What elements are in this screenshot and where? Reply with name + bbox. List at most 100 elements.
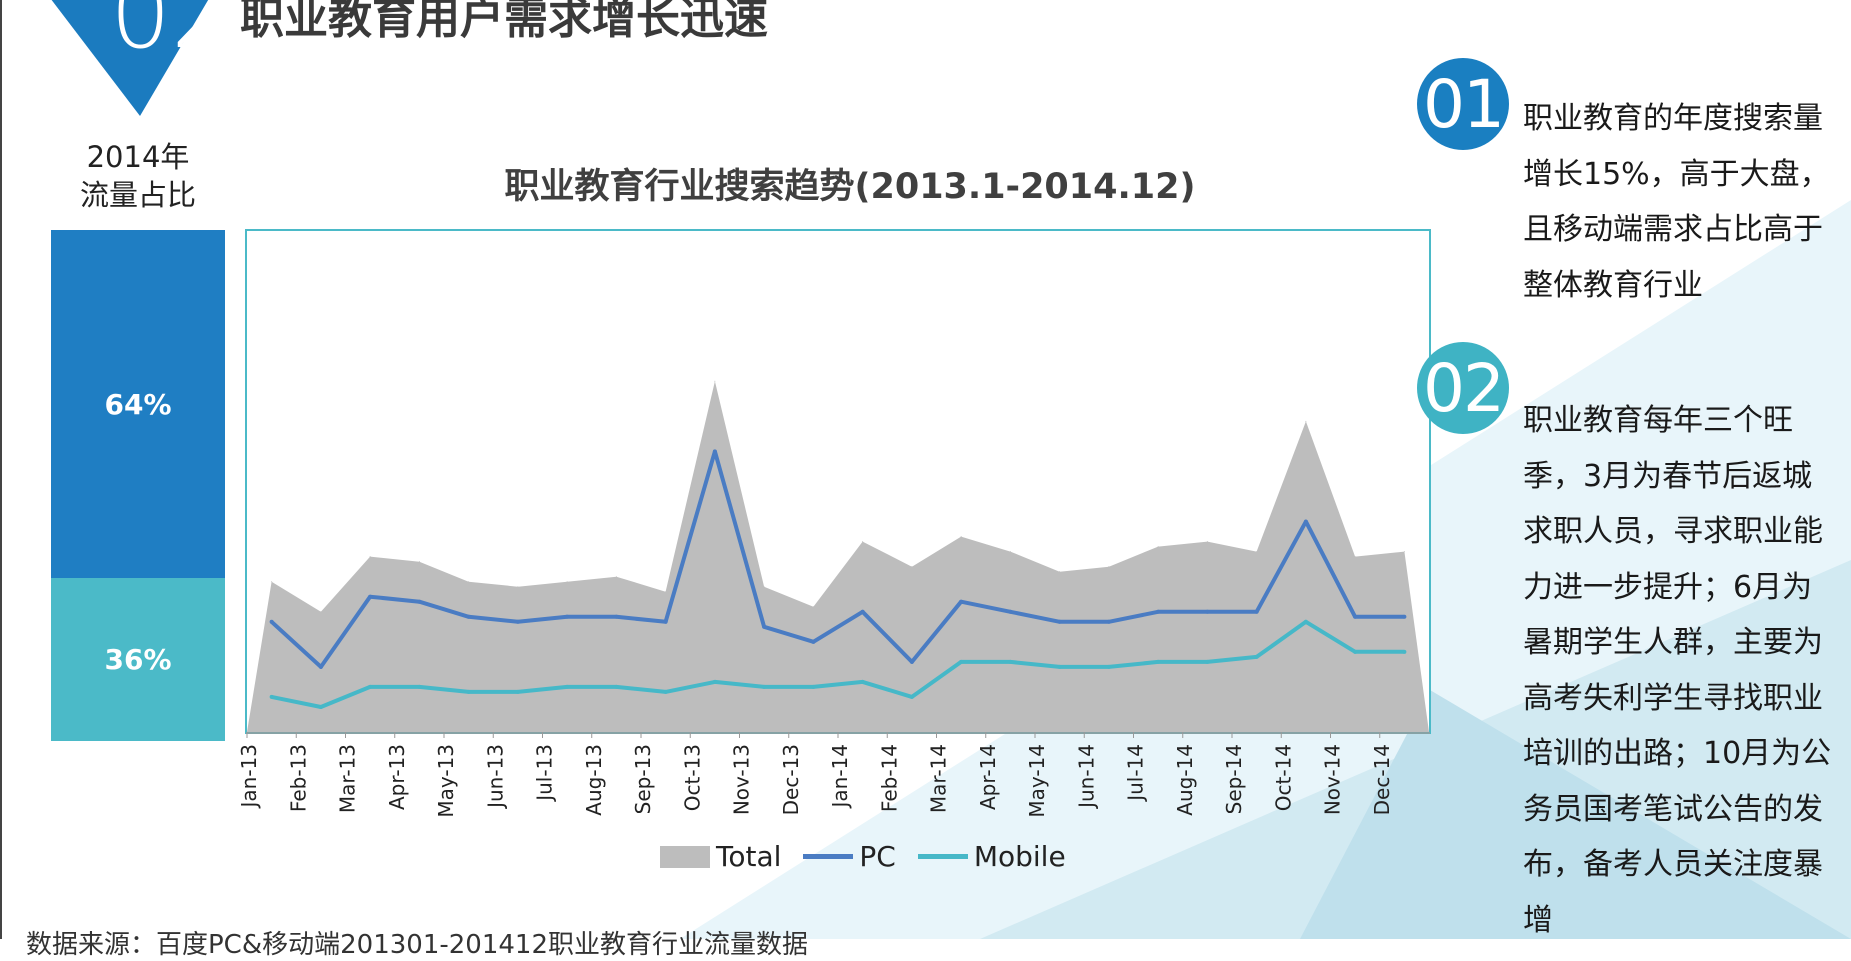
series-total-area [247, 381, 1429, 732]
legend-label-total: Total [716, 840, 782, 873]
x-tick-label: Nov-14 [1321, 744, 1345, 815]
series-total-point [369, 556, 371, 558]
x-tick-label: Dec-13 [779, 744, 803, 815]
series-total-point [714, 380, 716, 382]
series-mobile-point [663, 689, 668, 694]
series-pc-point [909, 659, 914, 664]
series-mobile-point [269, 694, 274, 699]
legend-label-mobile: Mobile [973, 840, 1066, 873]
series-mobile-point [466, 689, 471, 694]
series-mobile-point [762, 684, 767, 689]
series-pc-point [1254, 609, 1259, 614]
series-pc-point [1303, 519, 1308, 524]
series-mobile-point [1205, 659, 1210, 664]
series-pc-group [269, 449, 1407, 669]
series-mobile-point [1353, 649, 1358, 654]
legend-label-pc: PC [859, 840, 896, 873]
legend-swatch-total [660, 845, 710, 868]
series-pc-point [417, 599, 422, 604]
section-badge [51, 0, 209, 116]
chart-title: 职业教育行业搜索趋势(2013.1-2014.12) [504, 167, 1196, 207]
x-tick-label: May-13 [434, 744, 458, 818]
series-total-point [517, 586, 519, 588]
x-tick-label: Dec-14 [1370, 744, 1394, 815]
series-mobile-point [614, 684, 619, 689]
series-mobile-point [860, 679, 865, 684]
series-pc-point [1402, 614, 1407, 619]
series-pc-point [811, 639, 816, 644]
x-tick-label: Jun-13 [483, 744, 507, 810]
series-total-group [247, 380, 1429, 732]
series-mobile-point [1008, 659, 1013, 664]
series-total-point [1256, 551, 1258, 553]
series-pc-point [565, 614, 570, 619]
series-pc-point [614, 614, 619, 619]
page-title: 职业教育用户需求增长迅速 [240, 0, 768, 44]
series-total-point [1206, 541, 1208, 543]
series-total-point [271, 581, 273, 583]
traffic-share-pc-percent: 64% [104, 387, 172, 421]
section-number: 02 [110, 0, 233, 70]
series-total-point [862, 541, 864, 543]
x-tick-label: Mar-14 [927, 744, 951, 813]
series-mobile-point [1254, 654, 1259, 659]
series-pc-point [860, 609, 865, 614]
x-tick-label: Sep-13 [631, 744, 655, 814]
x-tick-label: Aug-13 [582, 744, 606, 816]
series-total-point [566, 581, 568, 583]
x-tick-label: Mar-13 [336, 744, 360, 813]
x-tick-label: Feb-13 [286, 744, 310, 812]
series-total-point [320, 611, 322, 613]
series-pc-point [1156, 609, 1161, 614]
series-total-point [665, 591, 667, 593]
series-total-point [763, 586, 765, 588]
series-total-point [418, 561, 420, 563]
series-pc-point [762, 624, 767, 629]
series-pc-point [269, 619, 274, 624]
traffic-share-mobile-bar: 36% [51, 578, 225, 741]
x-tick-label: Oct-13 [680, 744, 704, 811]
series-total-point [615, 576, 617, 578]
chart-legend: Total PC Mobile [660, 840, 1088, 873]
series-total-point [960, 536, 962, 538]
series-mobile-point [1106, 664, 1111, 669]
x-tick-label: Jun-14 [1074, 744, 1098, 810]
x-tick-label: Jul-13 [533, 744, 557, 803]
series-mobile-point [1402, 649, 1407, 654]
series-pc-point [663, 619, 668, 624]
x-tick-label: Apr-14 [976, 744, 1000, 810]
traffic-share-pc-bar: 64% [51, 230, 225, 578]
series-total-point [1403, 551, 1405, 553]
legend-item-pc: PC [803, 840, 896, 873]
series-mobile-point [959, 659, 964, 664]
series-pc-point [1057, 619, 1062, 624]
series-total-point [1305, 420, 1307, 422]
traffic-share-label-line-2: 流量占比 [79, 178, 196, 212]
x-tick-label: Oct-14 [1271, 744, 1295, 811]
point-text-01: 职业教育的年度搜索量增长15%，高于大盘，且移动端需求占比高于整体教育行业 [1523, 101, 1830, 303]
x-axis-ticks: Jan-13 Feb-13 Mar-13 Apr-13 May-13 Jun-13 Jul-… [237, 732, 1394, 818]
x-tick-label: Feb-14 [877, 744, 901, 812]
x-tick-label: Aug-14 [1173, 744, 1197, 816]
traffic-share-label: 2014年流量占比 [52, 138, 224, 214]
x-tick-label: Jan-13 [237, 744, 261, 810]
series-pc-point [1008, 609, 1013, 614]
search-trend-chart: Jan-13 Feb-13 Mar-13 Apr-13 May-13 Jun-13 Jul-… [237, 229, 1431, 818]
series-pc-point [1353, 614, 1358, 619]
series-total-point [468, 581, 470, 583]
x-tick-label: Sep-14 [1222, 744, 1246, 814]
series-mobile-group [269, 619, 1407, 709]
legend-item-total: Total [660, 840, 781, 873]
series-pc-point [959, 599, 964, 604]
point-number-01: 01 [1417, 58, 1509, 150]
x-tick-label: Jul-14 [1124, 744, 1148, 803]
series-mobile-line [271, 619, 1405, 709]
series-total-point [812, 606, 814, 608]
series-total-point [1059, 571, 1061, 573]
series-total-point [1009, 551, 1011, 553]
series-pc-point [368, 594, 373, 599]
x-tick-label: Nov-13 [730, 744, 754, 815]
series-total-point [1157, 546, 1159, 548]
traffic-share-label-line-1: 2014年 [86, 140, 190, 174]
series-mobile-point [1156, 659, 1161, 664]
